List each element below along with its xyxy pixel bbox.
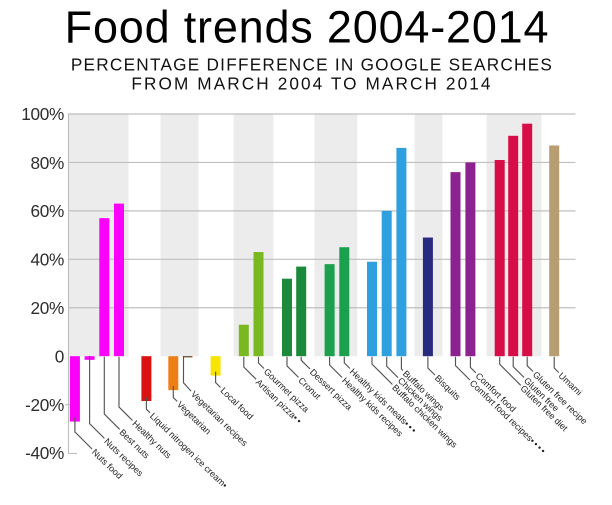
svg-text:FROM MARCH 2004 TO MARCH 2014: FROM MARCH 2004 TO MARCH 2014 (131, 73, 492, 93)
svg-text:40%: 40% (30, 250, 64, 270)
svg-text:-40%: -40% (25, 443, 64, 463)
svg-text:0: 0 (55, 346, 64, 366)
svg-text:-20%: -20% (25, 395, 64, 415)
svg-text:80%: 80% (30, 153, 64, 173)
svg-text:100%: 100% (21, 104, 64, 124)
svg-text:60%: 60% (30, 201, 64, 221)
svg-text:PERCENTAGE DIFFERENCE IN GOOGL: PERCENTAGE DIFFERENCE IN GOOGLE SEARCHES (71, 55, 553, 75)
svg-text:Food trends 2004-2014: Food trends 2004-2014 (65, 2, 550, 53)
svg-text:20%: 20% (30, 298, 64, 318)
